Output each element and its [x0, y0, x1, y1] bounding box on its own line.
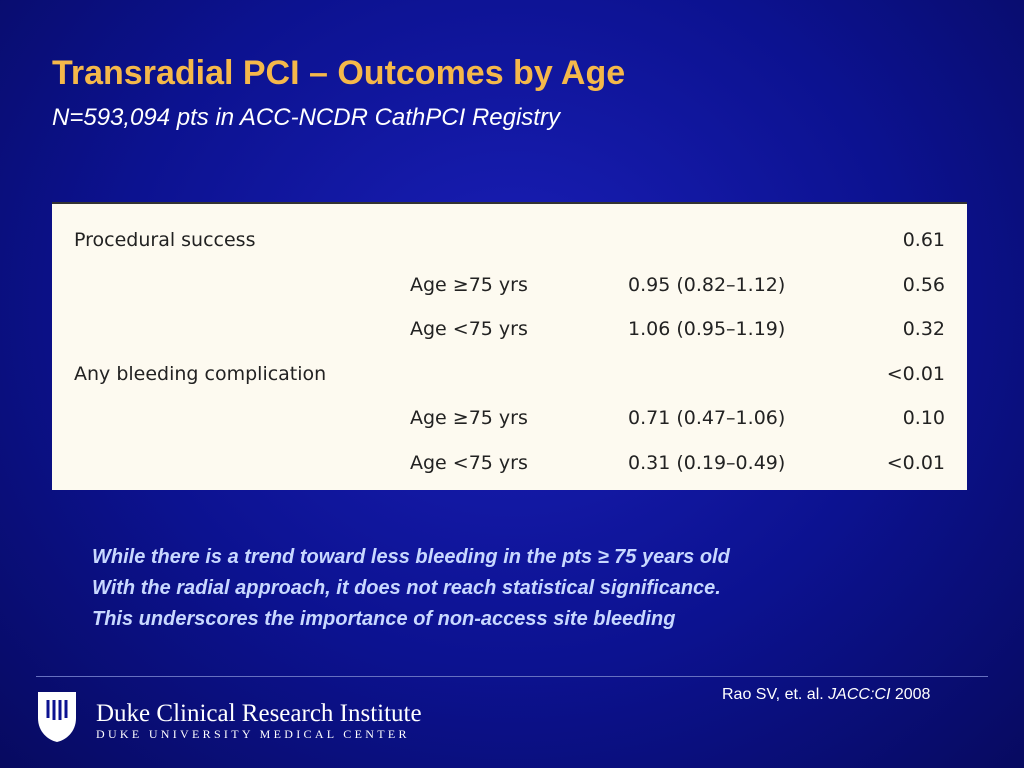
table-cell: Age <75 yrs: [410, 318, 528, 341]
divider: [36, 676, 988, 677]
table-cell: [628, 352, 848, 397]
citation: Rao SV, et. al. JACC:CI 2008: [722, 686, 930, 704]
table-row: Age ≥75 yrs 0.71 (0.47–1.06) 0.10: [52, 396, 967, 441]
year: 2008: [894, 686, 931, 703]
table-cell: 0.61: [902, 229, 945, 252]
table-cell: [52, 441, 410, 486]
table-cell: Age ≥75 yrs: [410, 273, 528, 296]
table-cell: 0.71 (0.47–1.06): [628, 407, 786, 430]
table-row: Age <75 yrs 1.06 (0.95–1.19) 0.32: [52, 307, 967, 352]
table-cell: [52, 307, 410, 352]
table-cell: 1.06 (0.95–1.19): [628, 318, 786, 341]
table-cell: [628, 218, 848, 263]
table-row: Any bleeding complication <0.01: [52, 352, 967, 397]
table-row: Age <75 yrs 0.31 (0.19–0.49) <0.01: [52, 441, 967, 486]
table-cell: <0.01: [886, 362, 945, 385]
note-line: While there is a trend toward less bleed…: [92, 546, 730, 568]
table-cell: [410, 352, 628, 397]
institute: Duke Clinical Research Institute: [96, 700, 422, 727]
table-cell: [52, 263, 410, 308]
table: Procedural success 0.61 Age ≥75 yrs 0.95 (0…: [52, 202, 967, 490]
table-cell: 0.95 (0.82–1.12): [628, 273, 786, 296]
table-cell: <0.01: [886, 451, 945, 474]
table-cell: [52, 396, 410, 441]
note: While there is a trend toward less bleed…: [92, 542, 730, 635]
table-cell: Age <75 yrs: [410, 451, 528, 474]
authors: Rao SV, et. al.: [722, 686, 824, 703]
subtitle: N=593,094 pts in ACC-NCDR CathPCI Regist…: [52, 104, 560, 131]
journal: JACC:CI: [828, 686, 891, 703]
note-line: This underscores the importance of non-a…: [92, 608, 676, 630]
title: Transradial PCI – Outcomes by Age: [52, 54, 626, 92]
table-cell: 0.56: [902, 273, 945, 296]
table-cell: 0.31 (0.19–0.49): [628, 451, 786, 474]
table-cell: Procedural success: [74, 229, 256, 252]
table-cell: Age ≥75 yrs: [410, 407, 528, 430]
table-row: Procedural success 0.61: [52, 218, 967, 263]
table-row: Age ≥75 yrs 0.95 (0.82–1.12) 0.56: [52, 263, 967, 308]
table-cell: Any bleeding complication: [74, 362, 327, 385]
center: DUKE UNIVERSITY MEDICAL CENTER: [96, 727, 410, 741]
logo: [38, 692, 76, 742]
note-line: With the radial approach, it does not re…: [92, 577, 721, 599]
table-cell: [410, 218, 628, 263]
table-cell: 0.10: [902, 407, 945, 430]
table-cell: 0.32: [902, 318, 945, 341]
